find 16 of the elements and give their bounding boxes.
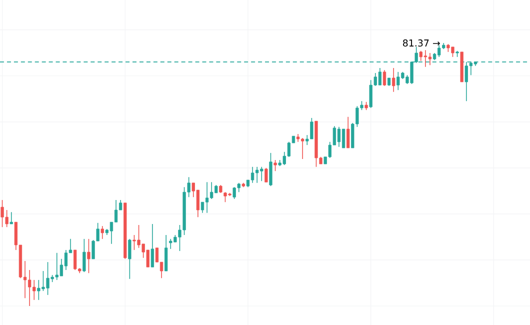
candlestick (274, 160, 277, 172)
candlestick (150, 224, 154, 268)
candlestick (87, 238, 90, 274)
candlestick (10, 212, 13, 224)
candlestick (82, 238, 86, 272)
candlestick (392, 68, 396, 92)
candlestick (200, 202, 204, 214)
candlestick (346, 116, 350, 148)
candlestick (342, 128, 346, 148)
candlestick (164, 234, 168, 272)
candlestick (269, 152, 272, 186)
candlestick (382, 70, 386, 86)
candlestick (128, 238, 132, 280)
candlestick (264, 168, 268, 183)
candlestick (100, 226, 104, 240)
annotation: 81.37 → (402, 39, 440, 47)
